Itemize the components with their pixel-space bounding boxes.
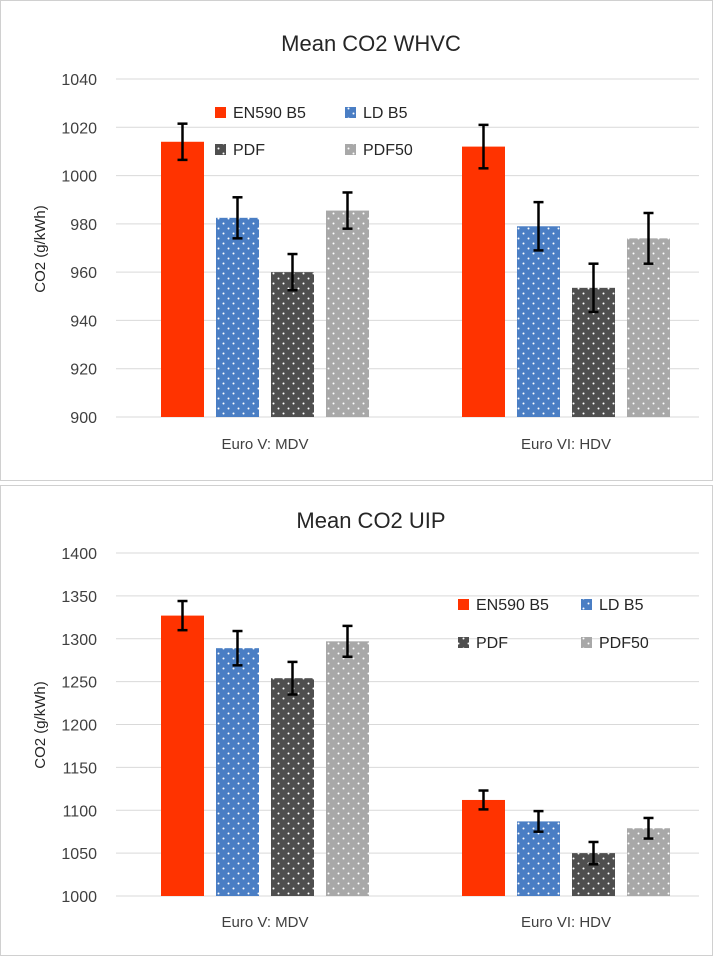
error-bar [287,660,298,696]
error-bar [342,191,353,230]
error-bar [643,211,654,265]
error-bar [588,262,599,314]
y-tick-label: 1000 [61,169,97,186]
y-tick-label: 940 [70,313,97,330]
y-tick-labels: 1000 1050 1100 1150 1200 1250 1300 1350 1400 [61,546,97,906]
y-axis-label: CO2 (g/kWh) [32,681,49,769]
legend-item: LD B5 [345,105,408,122]
category-label: Euro VI: HDV [521,914,611,931]
y-tick-label: 1400 [61,546,97,563]
error-bar [478,123,489,170]
chart-title: Mean CO2 WHVC [281,31,461,56]
bar-pdf [271,678,314,896]
category-label: Euro V: MDV [222,914,309,931]
category-label: Euro V: MDV [222,436,309,453]
y-tick-label: 1100 [63,803,98,820]
legend-swatch [215,107,226,118]
error-bars [177,122,654,314]
y-tick-label: 1300 [61,632,97,649]
bar-ld-b5 [517,821,560,896]
legend-item: EN590 B5 [215,105,306,122]
y-tick-label: 1200 [61,718,97,735]
chart-panel-uip: Mean CO2 UIP CO2 (g/kWh) 1000 1050 1100 115… [0,485,713,956]
chart-whvc: Mean CO2 WHVC CO2 (g/kWh) 900 920 940 960 98… [32,31,699,453]
bars [161,141,670,417]
legend-item: PDF50 [345,142,413,159]
bar-en590-b5 [161,141,204,417]
chart-uip: Mean CO2 UIP CO2 (g/kWh) 1000 1050 1100 115… [32,508,699,931]
error-bar [177,599,188,632]
legend-swatch [215,144,226,155]
legend-item: LD B5 [581,597,644,614]
error-bar [177,122,188,162]
legend-swatch [581,599,592,610]
legend-item: PDF50 [581,635,649,652]
bar-ld-b5 [216,648,259,896]
error-bars [177,599,654,866]
y-tick-label: 920 [70,362,97,379]
legend-label: LD B5 [599,597,644,614]
y-tick-label: 1000 [61,889,97,906]
legend-label: PDF50 [599,635,649,652]
error-bar [232,629,243,667]
legend-swatch [345,107,356,118]
bar-ld-b5 [216,217,259,417]
category-labels: Euro V: MDV Euro VI: HDV [222,436,612,453]
bar-en590-b5 [462,146,505,417]
bar-en590-b5 [462,799,505,896]
legend-swatch [345,144,356,155]
legend-label: LD B5 [363,105,408,122]
bar-pdf50 [627,238,670,417]
error-bar [478,789,489,811]
legend-label: PDF [233,142,265,159]
bar-pdf50 [326,641,369,896]
chart-title: Mean CO2 UIP [296,508,445,533]
gridlines [116,552,699,897]
y-tick-label: 1050 [61,846,97,863]
legend-label: PDF50 [363,142,413,159]
category-labels: Euro V: MDV Euro VI: HDV [222,914,612,931]
legend-label: EN590 B5 [233,105,306,122]
category-label: Euro VI: HDV [521,436,611,453]
chart-panel-whvc: Mean CO2 WHVC CO2 (g/kWh) 900 920 940 960 98… [0,0,713,481]
error-bar [533,200,544,252]
error-bar [287,252,298,292]
legend: EN590 B5 LD B5 PDF PDF50 [215,105,413,159]
y-tick-label: 1350 [61,589,97,606]
y-tick-labels: 900 920 940 960 980 1000 1020 1040 [61,72,97,427]
legend-item: PDF [215,142,265,159]
y-tick-label: 1250 [61,675,97,692]
bar-ld-b5 [517,226,560,417]
legend: EN590 B5 LD B5 PDF PDF50 [458,597,649,652]
error-bar [588,840,599,866]
error-bar [643,816,654,840]
gridlines [116,78,699,418]
y-tick-label: 980 [70,217,97,234]
legend-item: PDF [458,635,508,652]
y-tick-label: 1040 [61,72,97,89]
error-bar [232,196,243,240]
bar-pdf50 [326,210,369,417]
legend-swatch [458,637,469,648]
y-tick-label: 1150 [63,760,98,777]
bar-pdf [271,272,314,417]
legend-label: PDF [476,635,508,652]
bar-en590-b5 [161,615,204,896]
legend-item: EN590 B5 [458,597,549,614]
y-tick-label: 900 [70,410,97,427]
legend-label: EN590 B5 [476,597,549,614]
error-bar [342,624,353,659]
legend-swatch [581,637,592,648]
y-axis-label: CO2 (g/kWh) [32,205,49,293]
legend-swatch [458,599,469,610]
y-tick-label: 960 [70,265,97,282]
y-tick-label: 1020 [61,120,97,137]
error-bar [533,809,544,833]
